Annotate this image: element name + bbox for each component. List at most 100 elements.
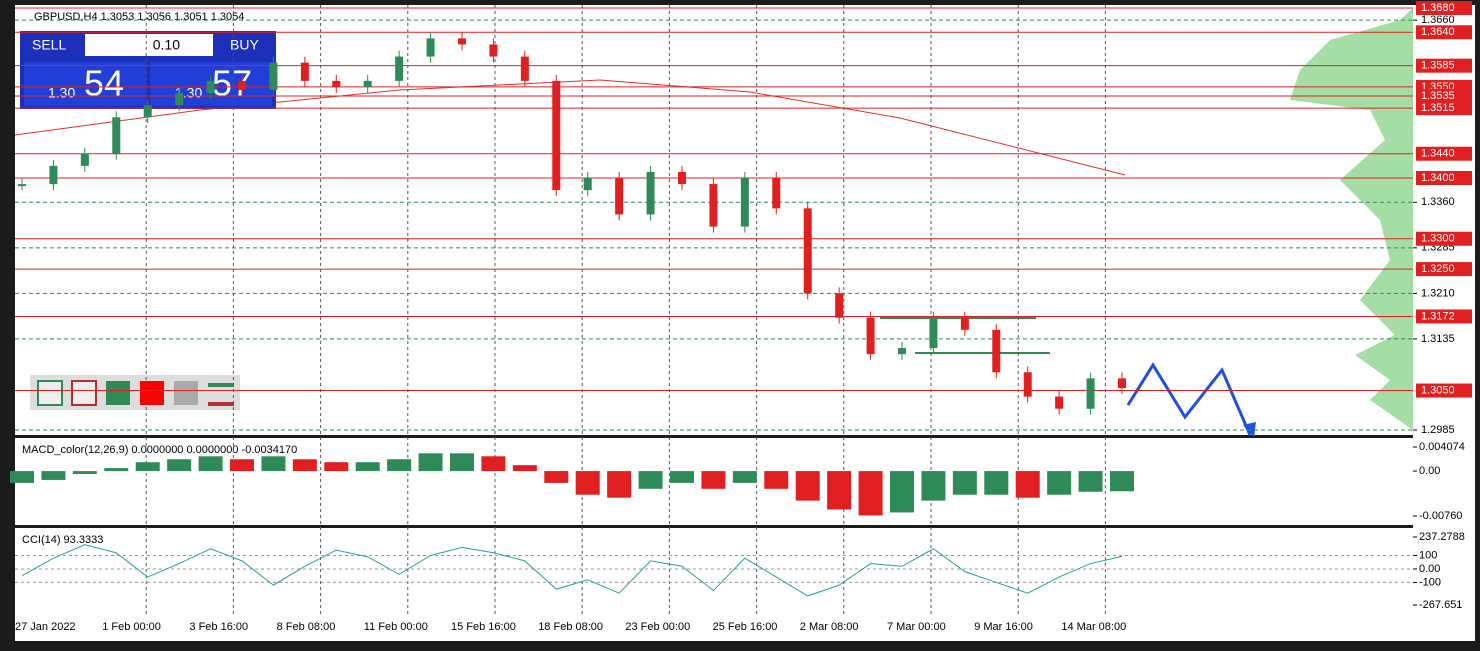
macd-bar [167, 459, 192, 472]
candle [18, 184, 26, 187]
date-label: 1 Feb 00:00 [102, 621, 161, 633]
candle [489, 44, 498, 57]
macd-bar [450, 453, 474, 472]
candle [615, 178, 624, 215]
candle [709, 184, 718, 227]
macd-bar [135, 462, 160, 472]
price-level-label: 1.3172 [1421, 310, 1455, 322]
price-tick-label: 1.3210 [1421, 287, 1455, 299]
lot-value[interactable]: 0.10 [153, 37, 180, 53]
candle [363, 80, 372, 87]
macd-bar [1078, 471, 1103, 492]
tool[interactable] [208, 402, 234, 406]
macd-bar [104, 468, 129, 472]
candle [583, 178, 592, 191]
sell-label[interactable]: SELL [32, 37, 66, 53]
price-level-label: 1.3250 [1421, 263, 1455, 275]
sell-button[interactable] [24, 62, 146, 106]
macd-tick-label: -0.00760 [1419, 510, 1462, 522]
macd-bar [701, 471, 726, 489]
candle [175, 93, 184, 106]
candle [992, 329, 1001, 373]
palette-bg [30, 375, 240, 410]
candle [1118, 378, 1126, 389]
date-label: 11 Feb 00:00 [364, 621, 428, 633]
level-box [1416, 1, 1472, 15]
price-level-label: 1.3300 [1421, 233, 1455, 245]
macd-tick-label: 0.004074 [1419, 441, 1465, 453]
date-label: 7 Mar 00:00 [887, 621, 946, 633]
candle [1023, 372, 1032, 397]
price-level-label: 1.3585 [1421, 60, 1455, 72]
candle [300, 62, 309, 81]
level-box [1416, 101, 1472, 116]
price-level-label: 1.3400 [1421, 172, 1455, 184]
date-label: 3 Feb 16:00 [189, 621, 248, 633]
candle [332, 80, 341, 87]
level-box [1416, 89, 1472, 104]
macd-bar [1110, 471, 1134, 492]
tool-palette [30, 375, 240, 410]
macd-bar [921, 471, 946, 501]
level-box [1416, 58, 1472, 73]
candle [646, 171, 655, 215]
volume-profile [1290, 8, 1413, 430]
tool[interactable] [71, 380, 97, 406]
candle [80, 153, 89, 166]
candle [238, 80, 246, 90]
cci-tick-label: -267.651 [1419, 599, 1462, 611]
macd-bar [984, 471, 1009, 495]
tool[interactable] [106, 381, 130, 405]
macd-bar [1047, 471, 1072, 495]
tool[interactable] [174, 381, 198, 405]
candle [552, 80, 561, 191]
cci-tick-label: 100 [1419, 549, 1437, 561]
tool[interactable] [140, 381, 164, 405]
macd-bar [638, 471, 663, 489]
candle [269, 62, 278, 90]
price-level-label: 1.3680 [1421, 2, 1455, 14]
date-label: 2 Mar 08:00 [800, 621, 859, 633]
macd-bar [198, 456, 223, 472]
date-label: 25 Feb 16:00 [713, 621, 778, 633]
candle [143, 105, 152, 118]
price-tick-label: 1.3135 [1421, 333, 1455, 345]
price-level-label: 1.3440 [1421, 148, 1455, 160]
candle [740, 178, 749, 227]
price-level-label: 1.3535 [1421, 90, 1455, 102]
macd-bar [512, 465, 537, 472]
macd-tick-label: 0.00 [1419, 465, 1440, 477]
macd-bar [764, 471, 789, 489]
price-tick-label: 1.2985 [1421, 424, 1455, 436]
macd-bar [292, 459, 317, 472]
symbol-header: GBPUSD,H4 1.3053 1.3056 1.3051 1.3054 [34, 11, 244, 23]
forecast-arrow [1126, 362, 1252, 436]
macd-bar [670, 471, 694, 483]
date-label: 8 Feb 08:00 [277, 621, 336, 633]
lot-box [85, 34, 213, 56]
tool[interactable] [37, 380, 63, 406]
buy-pips: 57 [212, 63, 252, 104]
price-level-label: 1.3050 [1421, 384, 1455, 396]
price-tick-label: 1.3360 [1421, 196, 1455, 208]
candle [520, 56, 529, 81]
level-box [1416, 383, 1472, 398]
macd-bar [72, 471, 97, 475]
macd-bar [575, 471, 600, 495]
buy-label[interactable]: BUY [230, 37, 259, 53]
date-label: 9 Mar 16:00 [974, 621, 1033, 633]
tool[interactable] [208, 383, 234, 387]
level-box [1416, 309, 1472, 324]
macd-bar [1015, 471, 1040, 498]
macd-bar [261, 456, 286, 472]
macd-bar [544, 471, 569, 483]
macd-bar [732, 471, 757, 483]
date-label: 15 Feb 16:00 [451, 621, 516, 633]
candle [772, 178, 781, 209]
cci-line [21, 544, 1123, 597]
candle [866, 317, 875, 355]
macd-label: MACD_color(12,26,9) 0.0000000 0.0000000 … [22, 444, 297, 456]
cci-tick-label: 237.2788 [1419, 531, 1465, 543]
date-label: 23 Feb 00:00 [625, 621, 690, 633]
